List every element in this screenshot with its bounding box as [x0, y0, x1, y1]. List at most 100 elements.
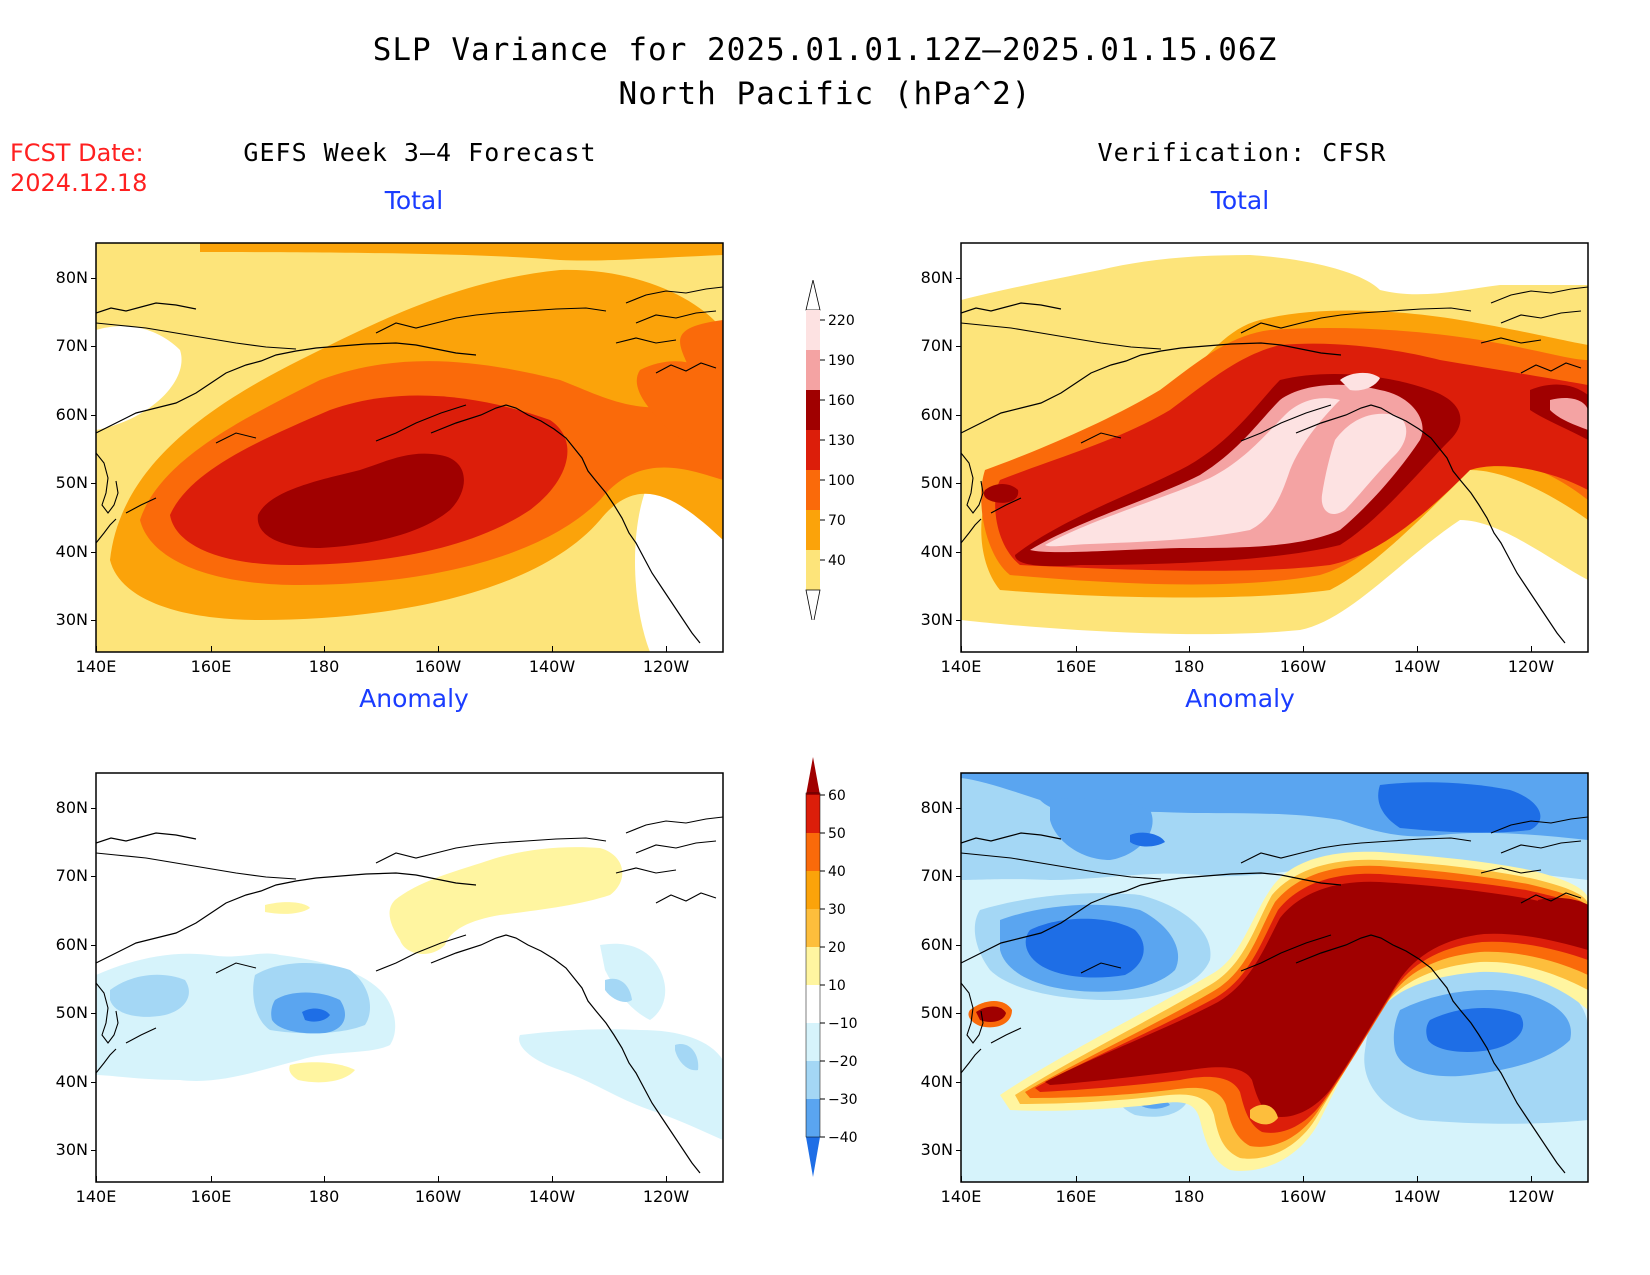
verification-column-title: Verification: CFSR — [1097, 138, 1387, 167]
lat-tick-label: 30N — [920, 1140, 953, 1159]
lat-tick-label: 50N — [920, 473, 953, 492]
lat-tick-label: 60N — [920, 405, 953, 424]
colorbar-level-label: 30 — [828, 902, 846, 918]
lon-tick-label: 140W — [1393, 657, 1441, 676]
lat-tick-label: 30N — [55, 1140, 88, 1159]
colorbar-swatch — [806, 1061, 820, 1099]
lon-tick — [1303, 1176, 1304, 1182]
lat-tick — [91, 1013, 96, 1014]
lat-tick-label: 70N — [55, 336, 88, 355]
lat-tick — [91, 876, 96, 877]
lat-tick-label: 50N — [55, 1003, 88, 1022]
lat-tick — [91, 483, 96, 484]
lat-tick-label: 40N — [920, 1072, 953, 1091]
lat-tick-label: 70N — [920, 866, 953, 885]
colorbar-swatch — [806, 985, 820, 1023]
lat-tick — [91, 346, 96, 347]
lon-tick — [666, 646, 667, 652]
colorbar-swatch — [806, 430, 820, 470]
lat-tick — [956, 945, 961, 946]
lat-tick-label: 60N — [55, 935, 88, 954]
colorbar-level-label: −30 — [828, 1092, 858, 1108]
lat-tick — [91, 278, 96, 279]
lon-tick — [1531, 1176, 1532, 1182]
lat-tick — [91, 945, 96, 946]
colorbar-swatch — [806, 871, 820, 909]
lon-tick — [666, 1176, 667, 1182]
lat-tick-label: 40N — [920, 542, 953, 561]
forecast-total-field — [96, 243, 723, 652]
colorbar-level-label: −20 — [828, 1054, 858, 1070]
lon-tick — [324, 1176, 325, 1182]
lon-tick-label: 160E — [1055, 657, 1097, 676]
lon-tick-label: 140E — [940, 657, 982, 676]
colorbar-swatch — [806, 510, 820, 550]
lon-tick-label: 180 — [308, 1187, 340, 1206]
forecast-date-block: FCST Date: 2024.12.18 — [10, 138, 147, 198]
lon-tick — [1531, 646, 1532, 652]
forecast-date-value: 2024.12.18 — [10, 169, 148, 197]
panel-subtitle-verif-total: Total — [1210, 186, 1270, 215]
lat-tick — [91, 620, 96, 621]
lon-tick-label: 120W — [1507, 657, 1555, 676]
lon-tick — [438, 1176, 439, 1182]
anomaly-colorbar: 60 50 40 30 20 10 −10 −20 −30 −40 — [805, 757, 858, 1177]
colorbar-level-label: −40 — [828, 1130, 858, 1146]
lat-tick — [91, 1082, 96, 1083]
forecast-date-label: FCST Date: — [10, 139, 144, 167]
lat-tick-label: 80N — [55, 798, 88, 817]
lat-tick-label: 80N — [55, 268, 88, 287]
lon-tick-label: 140E — [75, 1187, 117, 1206]
lon-tick — [1076, 1176, 1077, 1182]
main-title: SLP Variance for 2025.01.01.12Z–2025.01.… — [372, 32, 1278, 68]
lat-tick — [956, 552, 961, 553]
colorbar-swatch — [806, 795, 820, 833]
lon-tick-label: 140E — [940, 1187, 982, 1206]
colorbar-level-label: 160 — [828, 393, 855, 409]
colorbar-level-label: 40 — [828, 864, 846, 880]
colorbar-level-label: 50 — [828, 826, 846, 842]
lon-tick-label: 160W — [414, 657, 462, 676]
total-colorbar: 220 190 160 130 100 70 40 — [805, 280, 855, 620]
lon-tick — [961, 1176, 962, 1182]
lat-tick-label: 50N — [55, 473, 88, 492]
verification-total-field — [961, 243, 1588, 652]
lon-tick-label: 160E — [1055, 1187, 1097, 1206]
forecast-column-title: GEFS Week 3–4 Forecast — [243, 138, 597, 167]
lon-tick — [1189, 1176, 1190, 1182]
lat-tick — [956, 1013, 961, 1014]
lon-tick-label: 140E — [75, 657, 117, 676]
lon-tick — [324, 646, 325, 652]
lat-tick — [956, 483, 961, 484]
lon-tick — [552, 1176, 553, 1182]
lat-tick — [956, 346, 961, 347]
lon-tick-label: 160W — [414, 1187, 462, 1206]
forecast-anomaly-frame — [95, 772, 724, 1183]
lat-tick-label: 40N — [55, 542, 88, 561]
colorbar-level-label: 60 — [828, 788, 846, 804]
lon-tick-label: 140W — [528, 657, 576, 676]
lon-tick-label: 160W — [1279, 1187, 1327, 1206]
lat-tick-label: 50N — [920, 1003, 953, 1022]
colorbar-swatch — [806, 470, 820, 510]
colorbar-swatch — [806, 909, 820, 947]
colorbar-bottom-arrow — [806, 1137, 820, 1177]
lon-tick — [1076, 646, 1077, 652]
lon-tick — [1417, 646, 1418, 652]
colorbar-swatch — [806, 947, 820, 985]
colorbar-level-label: 130 — [828, 433, 855, 449]
colorbar-swatch — [806, 310, 820, 350]
lon-tick — [211, 646, 212, 652]
lon-tick-label: 140W — [528, 1187, 576, 1206]
lon-tick-label: 160E — [190, 1187, 232, 1206]
lat-tick-label: 80N — [920, 268, 953, 287]
verification-anomaly-field — [961, 773, 1588, 1182]
colorbar-swatch — [806, 833, 820, 871]
colorbar-level-label: 190 — [828, 353, 855, 369]
lat-tick-label: 70N — [55, 866, 88, 885]
colorbar-level-label: 40 — [828, 553, 846, 569]
colorbar-level-label: 100 — [828, 473, 855, 489]
lon-tick-label: 140W — [1393, 1187, 1441, 1206]
lat-tick-label: 30N — [920, 610, 953, 629]
